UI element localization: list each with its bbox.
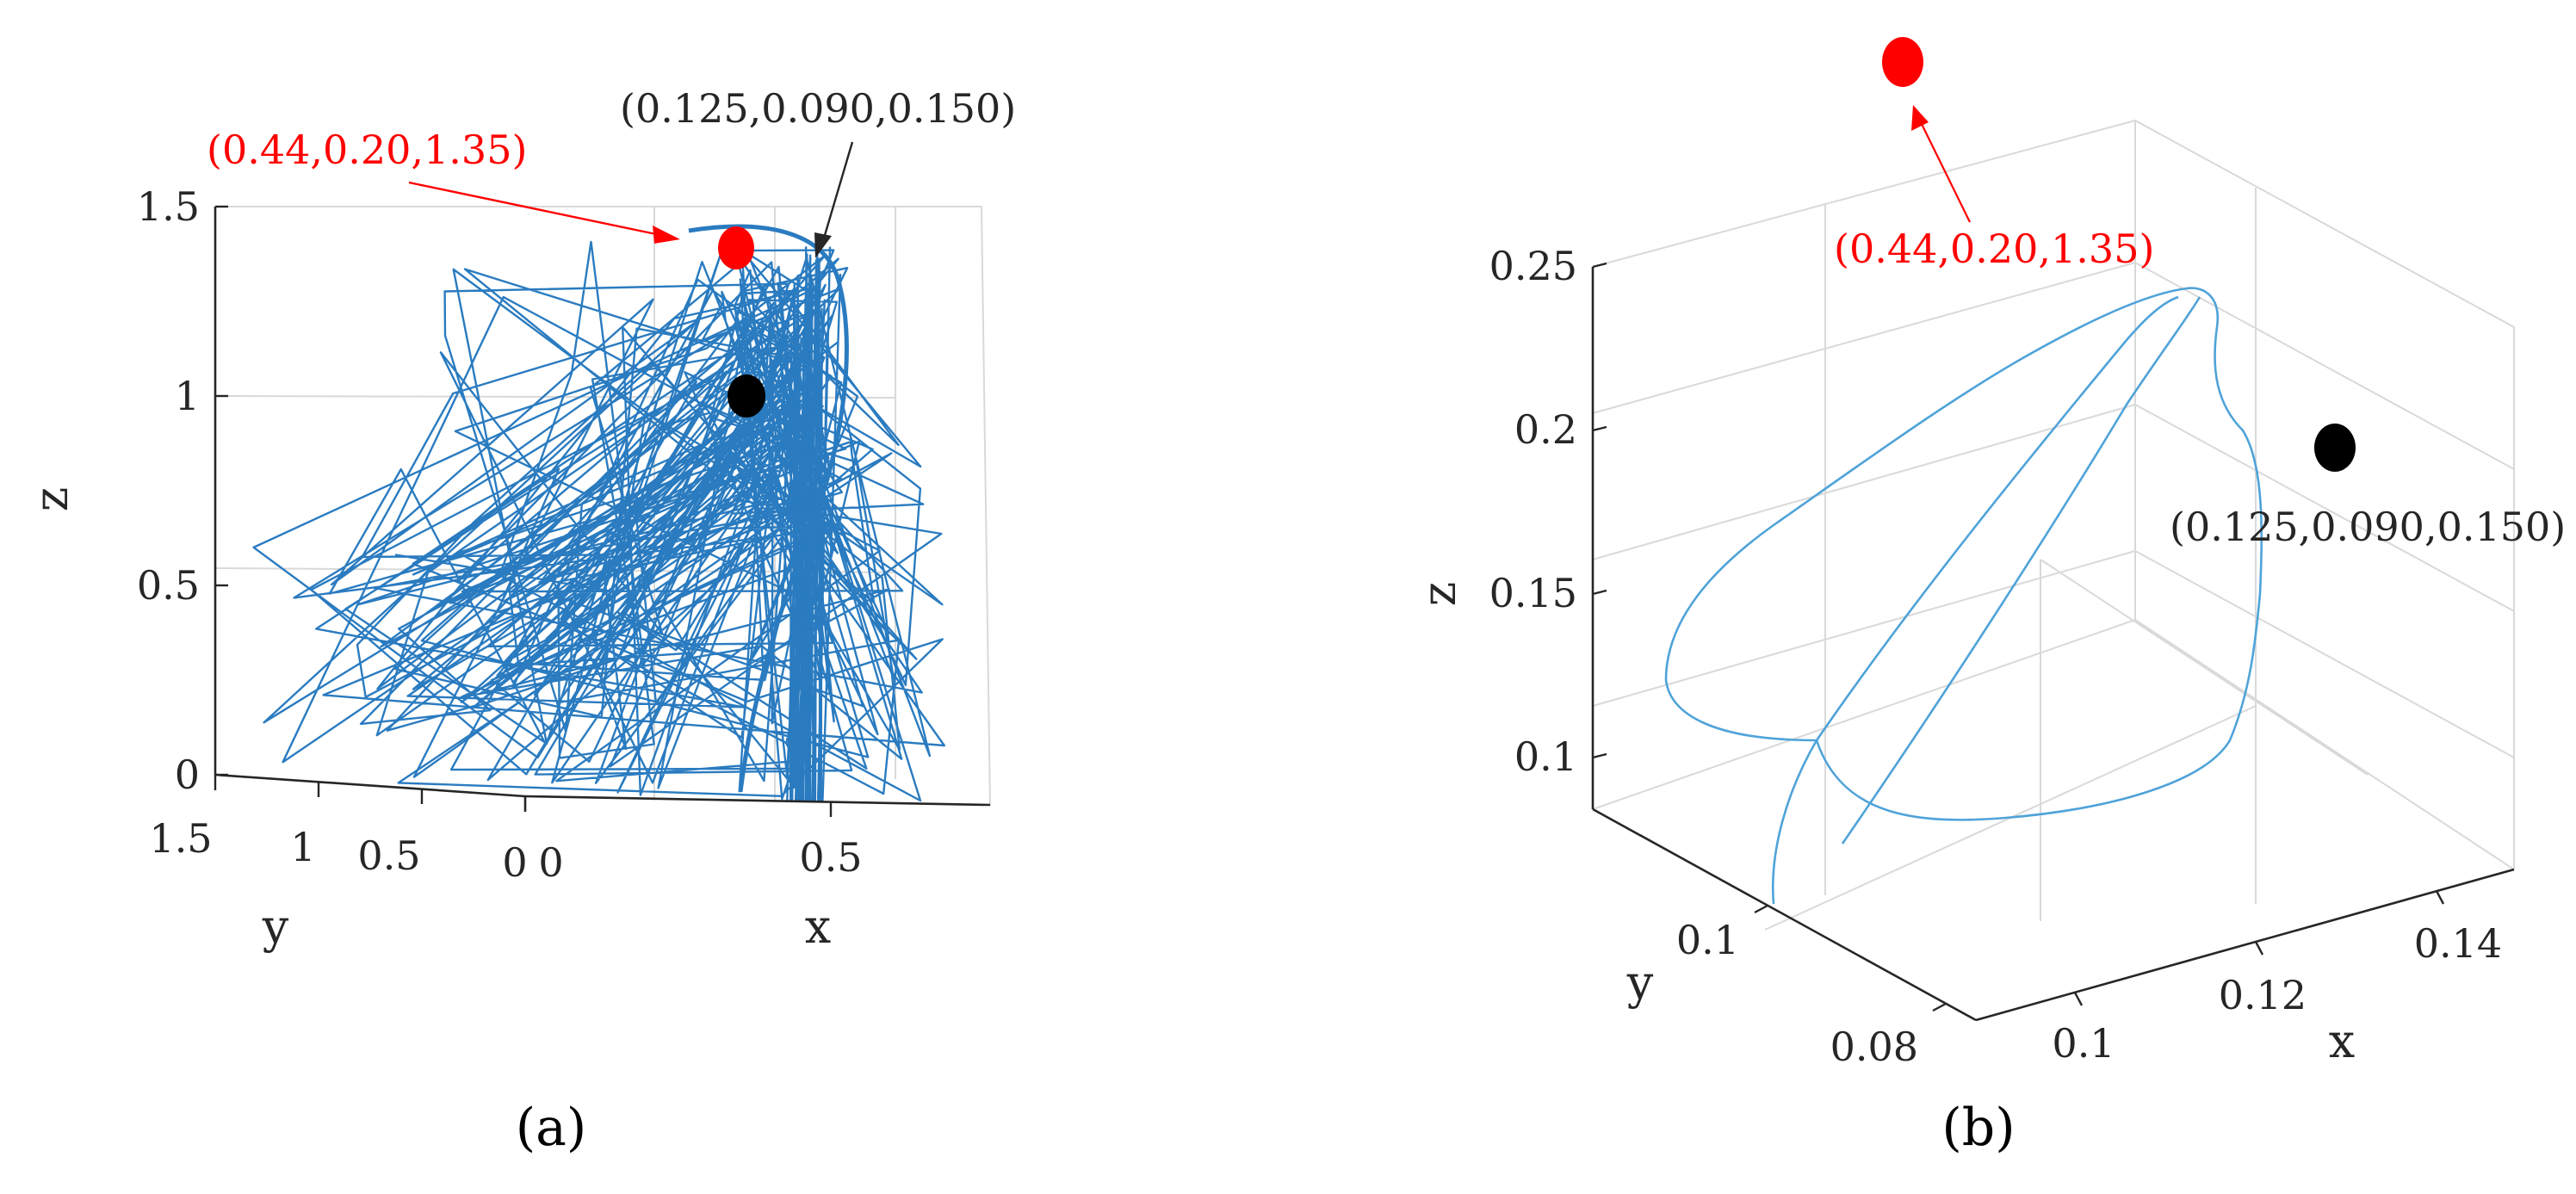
panel-b-x-label: x (2329, 1014, 2355, 1068)
panel-b-trajectory (1664, 287, 2263, 905)
panel-a-trajectory (252, 224, 945, 802)
panel-b-red-arrowhead (1911, 105, 1929, 131)
panel-a-trajectory-hook (688, 224, 849, 793)
panel-a-x-label: x (805, 900, 831, 954)
panel-b-x-tick-1: 0.12 (2219, 972, 2307, 1018)
panel-b-trajectory-inner-1 (1815, 295, 2179, 741)
panel-b-black-annotation: (0.125,0.090,0.150) (2170, 504, 2566, 550)
panel-a-z-tick-0: 0 (175, 752, 200, 798)
panel-a-trajectory-path (252, 240, 945, 802)
panel-a-black-arrow (821, 141, 854, 242)
panel-b-red-marker (1882, 37, 1923, 87)
panel-a-axes (214, 207, 991, 807)
panel-b-y-tick-0: 0.08 (1830, 1024, 1918, 1070)
panel-b: 0.25 0.2 0.15 0.1 z 0.1 0.08 y 0.1 0.12 … (1412, 37, 2566, 1158)
panel-a-label: (a) (516, 1098, 587, 1158)
panel-b-trajectory-inner-2 (1841, 296, 2201, 844)
panel-b-z-label: z (1412, 582, 1466, 606)
panel-a-red-marker (718, 226, 754, 269)
panel-b-x-tick-2: 0.14 (2414, 920, 2502, 967)
panel-a-trajectory-bundle-line (790, 256, 808, 801)
panel-b-red-annotation: (0.44,0.20,1.35) (1834, 226, 2154, 272)
panel-b-black-marker (2314, 424, 2356, 472)
panel-a-trajectory-bundle-line (817, 246, 832, 802)
panel-b-z-tick-0: 0.1 (1514, 733, 1577, 780)
panel-a-trajectory-bundle-line (821, 274, 842, 802)
panel-b-y-tick-marks (1754, 904, 1947, 1012)
panel-a-black-arrowhead (814, 232, 832, 258)
panel-a-red-arrowhead (653, 226, 680, 244)
panel-a-y-tick-0: 1.5 (149, 815, 212, 862)
panel-a-trajectory-bundle-line (790, 327, 796, 801)
panel-a-z-tick-marks (215, 205, 228, 776)
panel-b-y-tick-1: 0.1 (1676, 917, 1739, 963)
panel-b-x-tick-0: 0.1 (2052, 1020, 2115, 1067)
panel-a-trajectory-bundle-line (808, 313, 812, 802)
panel-a-red-annotation: (0.44,0.20,1.35) (207, 127, 527, 173)
panel-a-x-tick-0: 0 (538, 839, 563, 886)
panel-b-z-tick-2: 0.2 (1514, 406, 1577, 453)
panel-a-x-tick-1: 0.5 (799, 834, 862, 881)
panel-a-x-tick-marks (523, 796, 833, 817)
panel-a-z-tick-3: 1.5 (137, 183, 200, 230)
panel-a-z-tick-1: 0.5 (137, 562, 200, 609)
panel-b-axes (1591, 267, 2515, 1022)
panel-a-z-label: z (24, 487, 78, 511)
panel-a-red-arrow (408, 181, 657, 236)
panel-b-red-arrow (1919, 120, 1971, 223)
panel-a: 0 0.5 1 1.5 z 1.5 1 0.5 0 y 0 0.5 x (0.4… (24, 85, 1016, 1158)
panel-b-label: (b) (1941, 1098, 2015, 1158)
panel-a-z-tick-2: 1 (175, 373, 200, 419)
panel-a-black-marker (728, 374, 765, 418)
panel-a-y-label: y (262, 900, 289, 954)
panel-b-z-tick-marks (1592, 262, 1607, 759)
panel-a-trajectory-bundle-line (790, 335, 793, 801)
panel-b-z-tick-3: 0.25 (1489, 243, 1577, 289)
panel-a-y-tick-3: 0 (502, 839, 527, 886)
panel-a-y-tick-2: 0.5 (357, 832, 420, 879)
panel-a-y-tick-1: 1 (290, 824, 315, 870)
panel-b-box (1592, 119, 2515, 931)
panel-b-z-tick-1: 0.15 (1489, 570, 1577, 616)
panel-b-x-tick-marks (2073, 890, 2445, 1006)
panel-a-black-annotation: (0.125,0.090,0.150) (620, 85, 1016, 132)
panel-b-y-label: y (1626, 956, 1654, 1010)
